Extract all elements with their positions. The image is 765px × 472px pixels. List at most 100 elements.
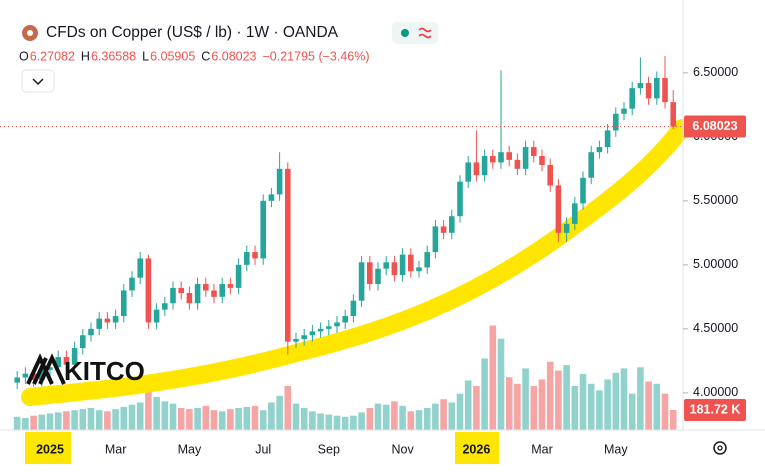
candle-body bbox=[71, 348, 78, 365]
volume-bar bbox=[440, 399, 447, 430]
volume-bar bbox=[87, 408, 95, 430]
volume-bar bbox=[63, 411, 70, 430]
x-tick-label: May bbox=[604, 442, 628, 456]
candle-body bbox=[514, 159, 521, 169]
legend-value: 6.08023 bbox=[211, 49, 256, 63]
volume-bar bbox=[46, 413, 54, 430]
candle-body bbox=[137, 258, 143, 278]
volume-bar bbox=[161, 401, 169, 430]
volume-bar bbox=[95, 410, 103, 430]
candle-body bbox=[186, 293, 193, 304]
candle-body bbox=[637, 83, 644, 89]
candle-body bbox=[432, 226, 439, 253]
legend-value: 6.05905 bbox=[150, 49, 195, 63]
ohlc-legend: O 6.27082 H 6.36588 L 6.05905 C 6.08023 −0.21795… bbox=[19, 49, 370, 63]
candles-layer bbox=[0, 56, 683, 390]
volume-bar bbox=[514, 383, 521, 430]
candle-body bbox=[326, 326, 332, 329]
legend-key: L bbox=[142, 49, 149, 63]
watermark-text: KITCO bbox=[64, 356, 145, 386]
candle-body bbox=[375, 268, 381, 285]
candle-body bbox=[276, 168, 283, 195]
volume-bar bbox=[464, 380, 472, 430]
x-tick-label: Mar bbox=[531, 442, 553, 456]
volume-bar bbox=[317, 413, 324, 430]
candle-body bbox=[408, 254, 414, 272]
candle-body bbox=[670, 102, 676, 127]
volume-bar bbox=[423, 408, 431, 430]
candle-body bbox=[367, 262, 373, 285]
volume-bar bbox=[13, 416, 21, 430]
candle-body bbox=[342, 316, 348, 323]
candle-body bbox=[47, 367, 53, 370]
candle-body bbox=[506, 152, 512, 160]
chart-title: CFDs on Copper (US$ / lb) · 1W · OANDA bbox=[46, 24, 339, 41]
volume-bar bbox=[120, 406, 128, 430]
candle-body bbox=[96, 318, 102, 329]
volume-bar bbox=[22, 417, 29, 430]
candle-body bbox=[604, 130, 611, 148]
status-badge[interactable] bbox=[392, 22, 438, 44]
volume-bar bbox=[505, 377, 513, 430]
volume-bar bbox=[194, 408, 201, 430]
volume-bar bbox=[243, 406, 251, 430]
last-price-label: 6.08023 bbox=[692, 119, 737, 133]
candle-body bbox=[391, 262, 398, 276]
candle-body bbox=[170, 287, 176, 304]
x-tick-label: Sep bbox=[318, 442, 340, 456]
candle-body bbox=[194, 284, 201, 304]
volume-bar bbox=[227, 409, 234, 430]
volume-bar bbox=[382, 404, 390, 430]
candle-body bbox=[178, 287, 184, 294]
volume-bar bbox=[563, 365, 570, 430]
candle-body bbox=[424, 252, 430, 268]
candle-body bbox=[260, 200, 266, 259]
collapse-button[interactable] bbox=[21, 69, 55, 93]
volume-bar bbox=[620, 368, 628, 430]
candle-body bbox=[440, 226, 447, 233]
y-tick-label: 4.00000 bbox=[693, 385, 738, 399]
x-tick-label: May bbox=[178, 442, 202, 456]
axes-layer: 4.000004.500005.000005.500006.000006.500… bbox=[36, 65, 746, 456]
watermark: KITCO bbox=[26, 353, 145, 386]
last-volume-label: 181.72 K bbox=[690, 402, 741, 416]
candle-body bbox=[317, 328, 324, 332]
candle-body bbox=[121, 290, 127, 317]
x-tick-label: 2026 bbox=[462, 442, 490, 456]
settings-button[interactable] bbox=[713, 441, 727, 455]
tick-highlight bbox=[25, 432, 71, 464]
market-status-dot bbox=[401, 29, 409, 37]
candle-body bbox=[547, 164, 553, 186]
volume-bar bbox=[587, 383, 595, 430]
candle-body bbox=[203, 284, 209, 291]
candle-body bbox=[596, 147, 603, 153]
volume-bar bbox=[579, 373, 587, 430]
candle-body bbox=[162, 303, 168, 310]
delay-icon bbox=[418, 27, 432, 39]
candle-body bbox=[399, 254, 406, 276]
volume-bar bbox=[259, 410, 267, 430]
volume-bar bbox=[79, 409, 87, 430]
volume-bar bbox=[38, 414, 46, 430]
volume-bar bbox=[596, 390, 603, 430]
legend-value: 6.36588 bbox=[91, 49, 136, 63]
candle-body bbox=[383, 262, 389, 269]
candle-body bbox=[563, 223, 570, 233]
volume-bar bbox=[218, 411, 226, 430]
y-tick-label: 6.50000 bbox=[693, 65, 738, 79]
volume-bar bbox=[30, 415, 37, 430]
candle-body bbox=[645, 83, 652, 99]
volume-bar bbox=[284, 386, 292, 430]
volume-bar bbox=[186, 409, 193, 430]
candle-body bbox=[457, 181, 463, 217]
volume-bar bbox=[645, 381, 652, 430]
volume-bar bbox=[202, 405, 210, 430]
volume-bar bbox=[325, 414, 333, 430]
candle-body bbox=[449, 216, 455, 233]
volume-bar bbox=[153, 397, 160, 430]
x-tick-label: Mar bbox=[105, 442, 127, 456]
volume-bar bbox=[54, 412, 62, 430]
candle-body bbox=[153, 309, 160, 323]
candle-body bbox=[211, 290, 217, 297]
